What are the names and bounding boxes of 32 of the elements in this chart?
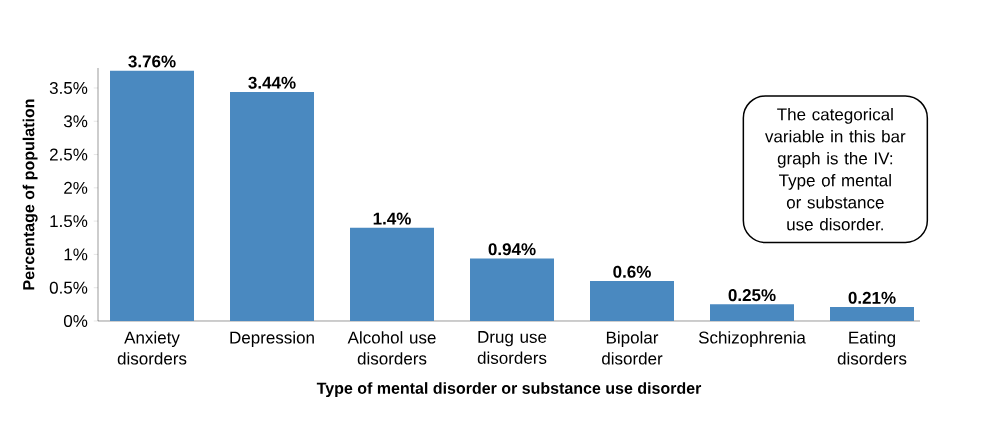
- bar: [470, 258, 555, 321]
- data-label: 3.44%: [248, 76, 296, 89]
- x-tick-label: Depression: [230, 331, 314, 347]
- y-tick-label: 0.5%: [49, 281, 88, 294]
- y-tick-label: 1%: [64, 248, 88, 261]
- y-tick-label: 1.5%: [50, 215, 88, 228]
- data-label: 0.6%: [613, 265, 651, 278]
- data-label: 0.25%: [728, 289, 776, 302]
- bar: [710, 304, 794, 321]
- y-tick-label: 3%: [63, 115, 88, 128]
- y-tick-label: 2.5%: [49, 148, 88, 161]
- bar: [230, 91, 315, 321]
- data-label: 3.76%: [128, 55, 176, 68]
- y-tick-label: 3.5%: [49, 81, 88, 94]
- x-axis-title: Type of mental disorder or substance use disorder: [316, 382, 702, 398]
- data-label: 0.21%: [848, 291, 896, 304]
- x-tick-label: Alcohol use disorders: [347, 331, 436, 365]
- data-label: 0.94%: [488, 243, 536, 256]
- y-tick-label: 0%: [63, 314, 88, 328]
- data-label: 1.4%: [373, 212, 411, 225]
- bar: [590, 281, 675, 321]
- x-tick-label: Eating disorders: [837, 331, 907, 365]
- x-tick-label: Bipolar disorder: [602, 331, 663, 365]
- y-axis-title: Percentage of population: [22, 99, 38, 290]
- x-tick-label: Drug use disorders: [477, 331, 547, 364]
- bar: [350, 227, 435, 321]
- x-tick-label: Schizophrenia: [698, 331, 806, 347]
- y-tick-label: 2%: [64, 181, 88, 194]
- bar: [110, 70, 195, 321]
- bar: [830, 307, 914, 321]
- x-tick-label: Anxiety disorders: [117, 331, 187, 365]
- annotation: The categorical variable in this bar graph is the IV: Type of mental or substance use disorder.: [765, 107, 906, 231]
